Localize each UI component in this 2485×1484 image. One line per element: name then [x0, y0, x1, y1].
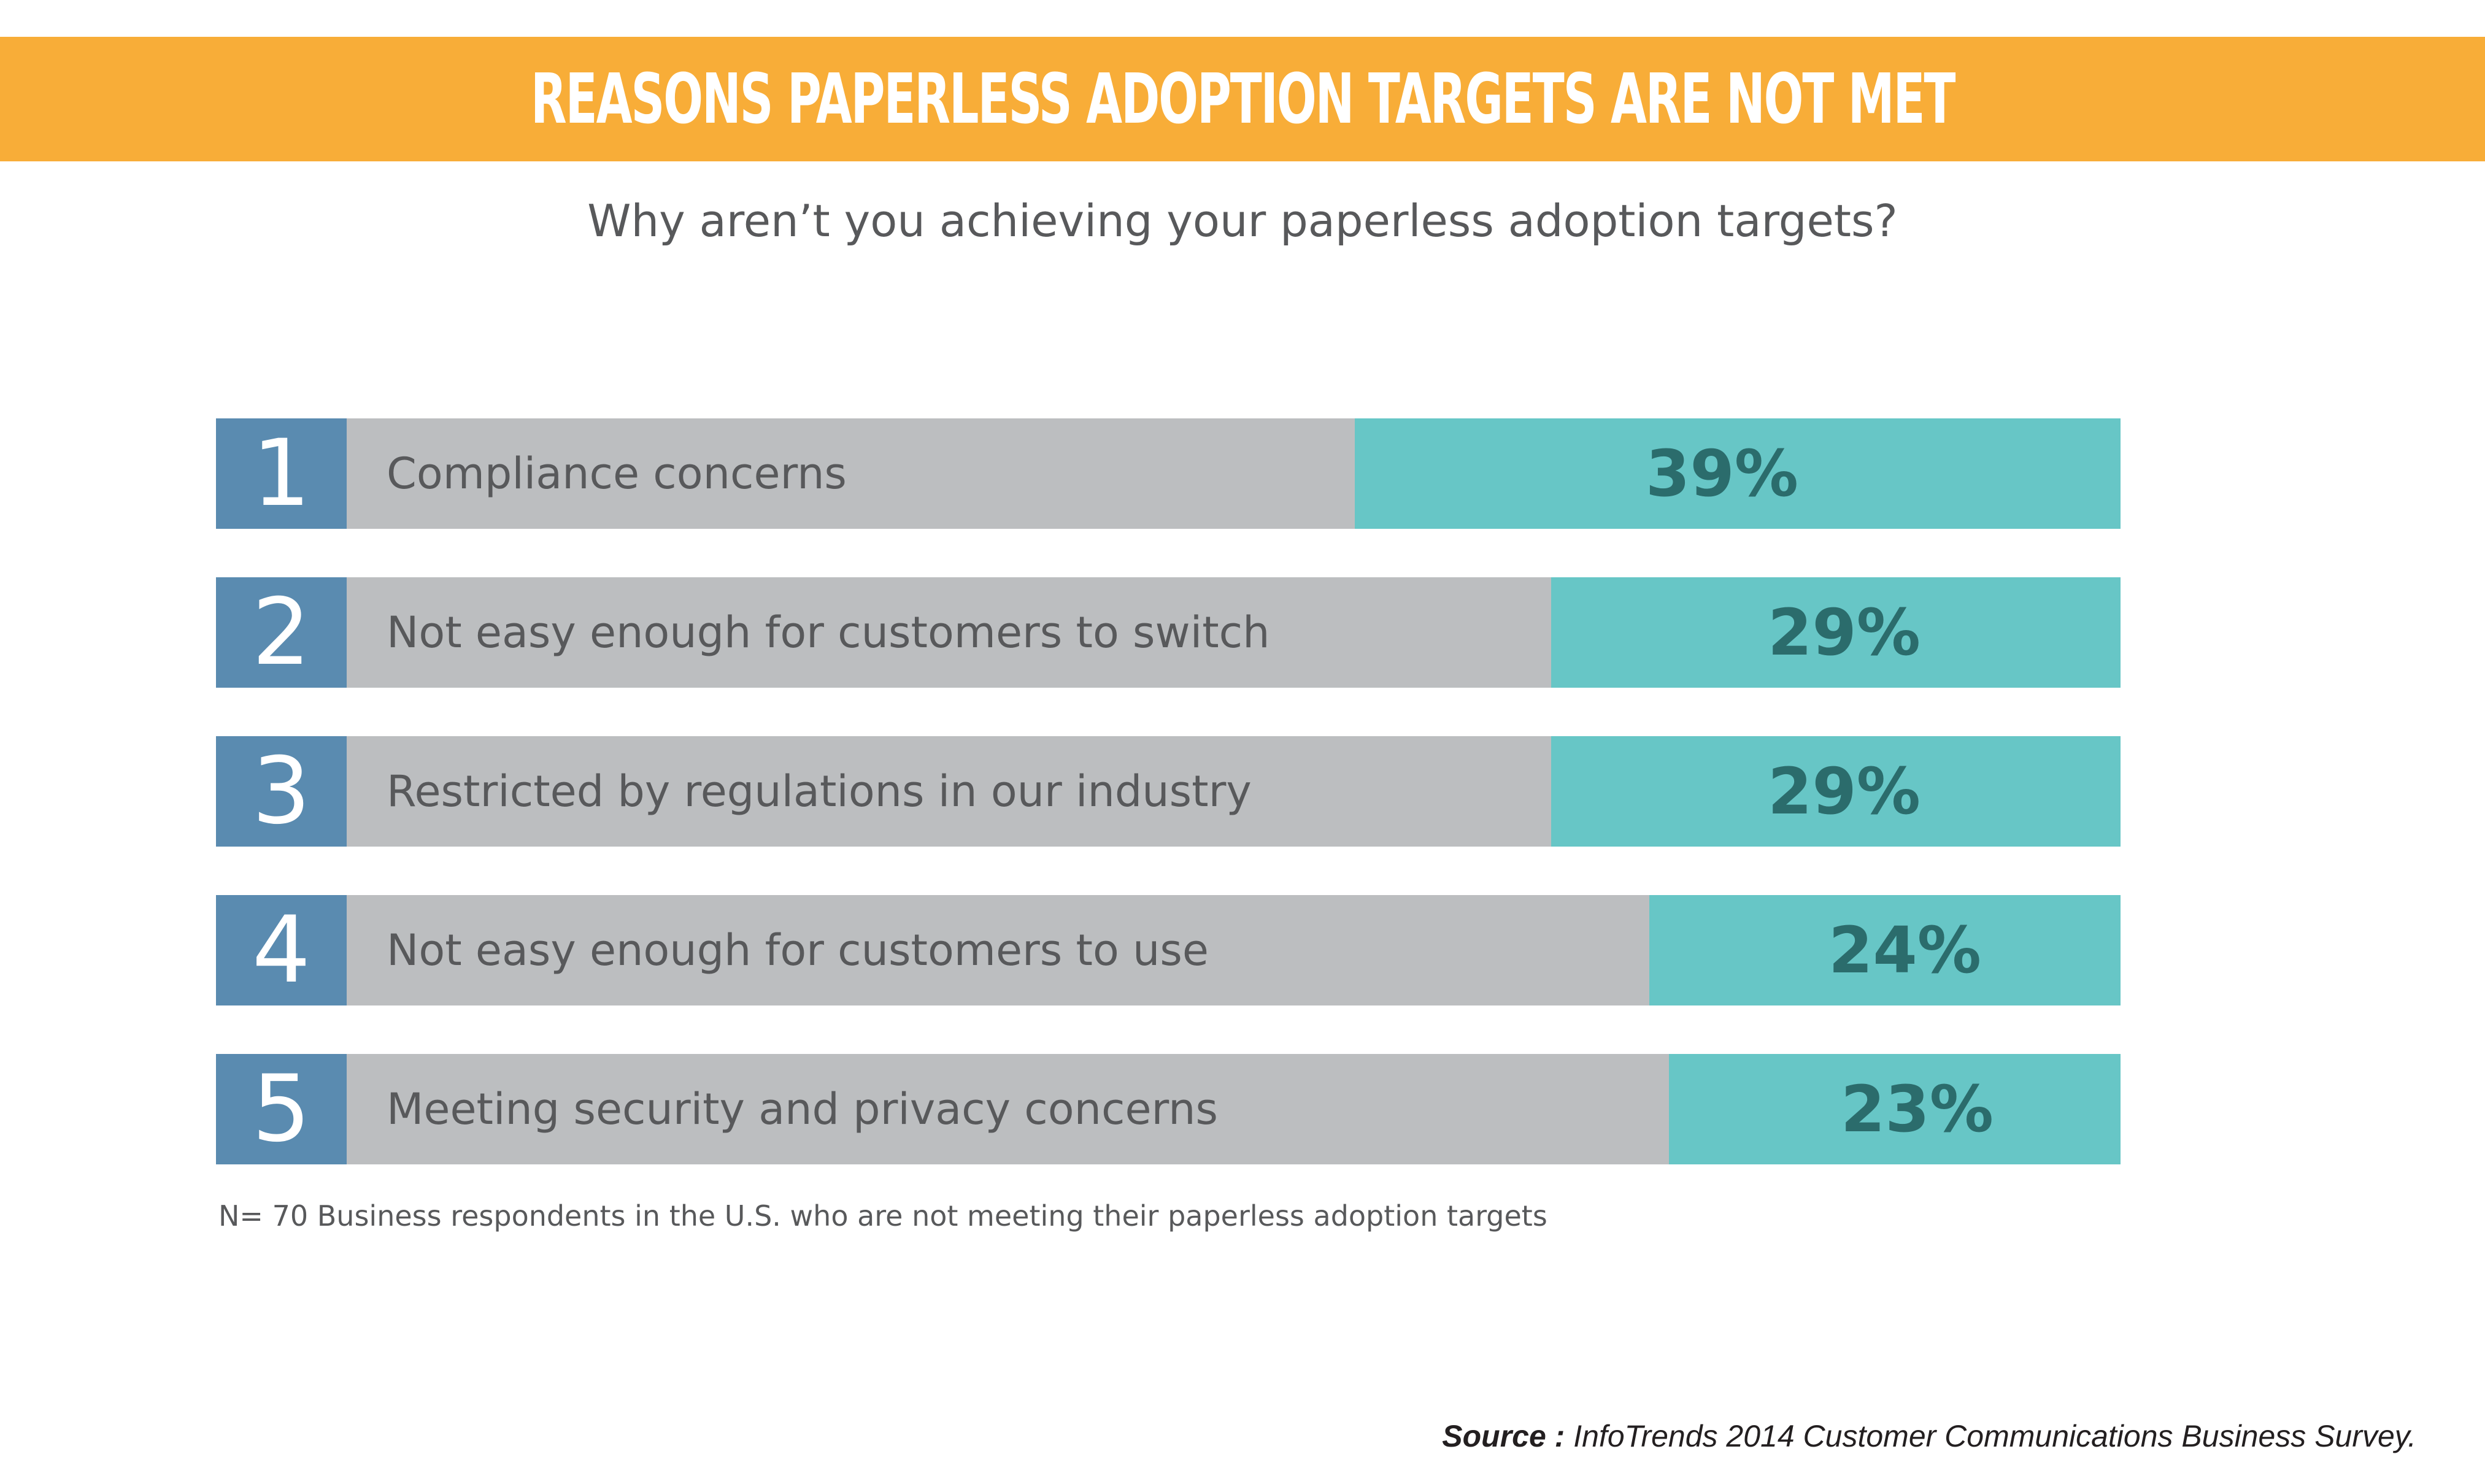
category-label: Not easy enough for customers to switch [387, 607, 1270, 658]
value-bar [1669, 1054, 2121, 1164]
source-text: InfoTrends 2014 Customer Communications … [1573, 1419, 2416, 1453]
value-bar [1355, 418, 2121, 529]
chart-subtitle: Why aren’t you achieving your paperless … [587, 195, 1898, 247]
category-label: Meeting security and privacy concerns [387, 1084, 1218, 1134]
rank-number: 1 [216, 418, 347, 529]
footnote: N= 70 Business respondents in the U.S. w… [218, 1199, 1547, 1232]
rank-number: 3 [216, 736, 347, 847]
value-label: 29% [1768, 595, 1921, 670]
bar-row: 4 Not easy enough for customers to use 24% [216, 895, 2121, 1005]
value-label: 39% [1646, 436, 1798, 511]
value-label: 29% [1768, 754, 1921, 829]
chart-title: REASONS PAPERLESS ADOPTION TARGETS ARE N… [530, 59, 1955, 139]
source-note: Source : InfoTrends 2014 Customer Commun… [1442, 1418, 2416, 1454]
rank-number: 5 [216, 1054, 347, 1164]
category-label: Not easy enough for customers to use [387, 925, 1209, 975]
value-bar [1649, 895, 2121, 1005]
rank-number: 4 [216, 895, 347, 1005]
category-label: Compliance concerns [387, 448, 847, 499]
category-label: Restricted by regulations in our industr… [387, 766, 1252, 817]
bar-row: 2 Not easy enough for customers to switch… [216, 577, 2121, 688]
value-bar [1551, 577, 2121, 688]
value-label: 24% [1828, 913, 1981, 988]
bar-row: 3 Restricted by regulations in our indust… [216, 736, 2121, 847]
value-label: 23% [1841, 1072, 1994, 1147]
rank-number: 2 [216, 577, 347, 688]
source-label: Source : [1442, 1419, 1565, 1453]
value-bar [1551, 736, 2121, 847]
title-banner: REASONS PAPERLESS ADOPTION TARGETS ARE N… [0, 37, 2485, 161]
bar-row: 1 Compliance concerns 39% [216, 418, 2121, 529]
bar-row: 5 Meeting security and privacy concerns 23… [216, 1054, 2121, 1164]
